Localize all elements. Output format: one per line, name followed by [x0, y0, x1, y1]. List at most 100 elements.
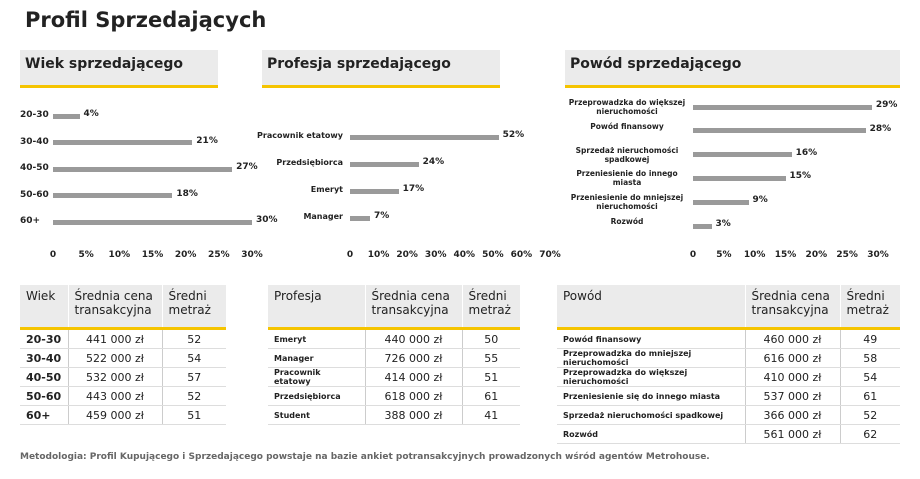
- bar: [693, 223, 712, 229]
- table-cell: 50: [461, 328, 520, 349]
- value-label: 4%: [83, 109, 99, 119]
- table-cell: 50-60: [20, 386, 68, 406]
- table-cell: Przeprowadzka do mniejszej nieruchomości: [557, 348, 745, 368]
- table-cell: 726 000 zł: [364, 348, 462, 368]
- table-cell: 52: [839, 405, 900, 425]
- bar: [693, 128, 866, 134]
- column-header: Średnia cena transakcyjna: [364, 285, 462, 330]
- table-row: Przeprowadzka do mniejszej nieruchomości…: [557, 348, 900, 368]
- value-label: 17%: [402, 184, 425, 194]
- x-tick-label: 0: [346, 250, 354, 260]
- value-label: 9%: [752, 195, 768, 206]
- table-cell: 61: [461, 386, 520, 406]
- table-cell: 459 000 zł: [67, 405, 162, 425]
- bar: [350, 215, 370, 221]
- x-tick-label: 5%: [716, 250, 732, 260]
- table-cell: 532 000 zł: [67, 367, 162, 387]
- table-row: 60+ 459 000 zł 51: [20, 405, 226, 425]
- value-label: 24%: [422, 157, 445, 167]
- category-label: Przeniesienie do mniejszej nieruchomości: [570, 193, 684, 212]
- value-label: 16%: [795, 147, 818, 158]
- table-cell: 414 000 zł: [364, 367, 462, 387]
- table-cell: Przedsiębiorca: [268, 386, 365, 406]
- bar: [693, 199, 749, 205]
- table-row: Rozwód 561 000 zł 62: [557, 424, 900, 444]
- category-label: 30-40: [20, 136, 49, 147]
- header-row: Profesja Średnia cena transakcyjna Średni …: [268, 285, 520, 330]
- x-tick-label: 30%: [867, 250, 889, 260]
- table-cell: Student: [268, 405, 365, 425]
- table-cell: 62: [839, 424, 900, 444]
- value-label: 3%: [715, 219, 731, 229]
- panel-header: Profesja sprzedającego: [262, 50, 500, 88]
- table-row: Student 388 000 zł 41: [268, 405, 520, 425]
- chart-title: Powód sprzedającego: [570, 56, 742, 72]
- table-row: 50-60 443 000 zł 52: [20, 386, 226, 406]
- table-cell: Rozwód: [557, 424, 745, 444]
- value-label: 29%: [875, 100, 898, 110]
- table-cell: 561 000 zł: [744, 424, 840, 444]
- x-tick-label: 60%: [510, 250, 533, 260]
- table-row: Przedsiębiorca 618 000 zł 61: [268, 386, 520, 406]
- footnote: Metodologia: Profil Kupującego i Sprzeda…: [20, 452, 710, 462]
- data-table: Wiek Średnia cena transakcyjna Średni metr…: [20, 285, 226, 425]
- x-tick-label: 15%: [141, 250, 164, 260]
- table-cell: 58: [839, 348, 900, 368]
- x-tick-label: 30%: [241, 250, 263, 260]
- x-tick-label: 0: [689, 250, 697, 260]
- category-label: Manager: [303, 212, 343, 221]
- column-header: Średni metraż: [161, 285, 226, 330]
- x-tick-label: 10%: [108, 250, 131, 260]
- table-cell: Emeryt: [268, 328, 365, 349]
- category-label: Sprzedaż nieruchomości spadkowej: [575, 145, 679, 164]
- bar: [53, 166, 233, 172]
- x-tick-label: 30%: [424, 250, 447, 260]
- x-tick-label: 25%: [836, 250, 858, 260]
- column-header: Profesja: [268, 285, 365, 330]
- category-label: 20-30: [20, 110, 49, 120]
- x-tick-label: 15%: [774, 250, 797, 260]
- table-cell: 55: [461, 348, 520, 368]
- table-row: Powód finansowy 460 000 zł 49: [557, 328, 900, 349]
- column-header: Średni metraż: [461, 285, 520, 330]
- table-cell: 441 000 zł: [67, 328, 162, 349]
- column-header: Wiek: [20, 285, 68, 330]
- table-cell: 54: [161, 348, 226, 368]
- bar: [350, 134, 499, 140]
- table-cell: 618 000 zł: [364, 386, 462, 406]
- table-cell: 522 000 zł: [67, 348, 162, 368]
- bar: [350, 188, 399, 194]
- value-label: 15%: [789, 171, 812, 182]
- chart-title: Profesja sprzedającego: [267, 56, 451, 72]
- table-row: 20-30 441 000 zł 52: [20, 328, 226, 349]
- table-cell: 440 000 zł: [364, 328, 462, 349]
- table-cell: 61: [839, 386, 900, 406]
- column-header: Powód: [557, 285, 745, 330]
- table-row: Manager 726 000 zł 55: [268, 348, 520, 368]
- bar: [350, 161, 419, 167]
- x-tick-label: 5%: [78, 250, 94, 260]
- table-cell: 51: [461, 367, 520, 387]
- table-cell: 410 000 zł: [744, 367, 840, 387]
- category-label: Przedsiębiorca: [276, 158, 343, 167]
- table-cell: Przeprowadzka do większej nieruchomości: [557, 367, 745, 387]
- table-row: Sprzedaż nieruchomości spadkowej 366 000 …: [557, 405, 900, 425]
- chart-title: Wiek sprzedającego: [25, 56, 183, 72]
- table-cell: 49: [839, 328, 900, 349]
- bar: [53, 113, 80, 119]
- table-row: Emeryt 440 000 zł 50: [268, 328, 520, 349]
- table-row: 40-50 532 000 zł 57: [20, 367, 226, 387]
- column-header: Średnia cena transakcyjna: [67, 285, 162, 330]
- table-row: Pracownik etatowy 414 000 zł 51: [268, 367, 520, 387]
- category-label: 40-50: [20, 163, 49, 173]
- bar: [53, 140, 193, 145]
- x-tick-label: 20%: [805, 250, 828, 260]
- value-label: 21%: [196, 135, 218, 146]
- x-tick-label: 0: [49, 250, 57, 260]
- x-tick-label: 20%: [174, 250, 197, 260]
- header-row: Wiek Średnia cena transakcyjna Średni metr…: [20, 285, 226, 330]
- table-cell: 443 000 zł: [67, 386, 162, 406]
- x-tick-label: 25%: [208, 250, 230, 260]
- data-table: Profesja Średnia cena transakcyjna Średni …: [268, 285, 520, 425]
